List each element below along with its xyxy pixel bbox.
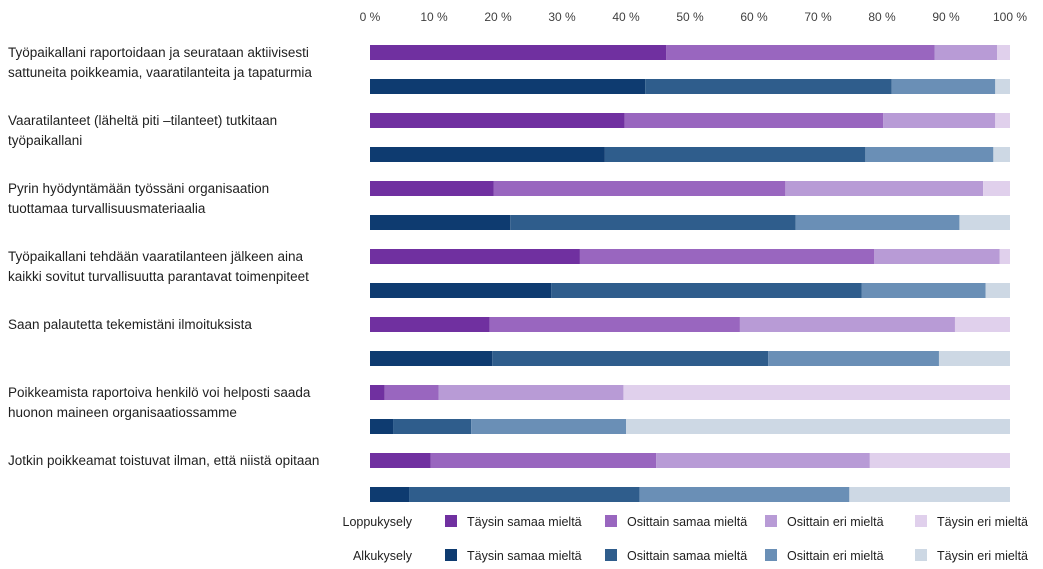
x-tick-label: 60 %: [740, 10, 768, 24]
bar-segment: [370, 283, 552, 298]
bar-segment: [370, 113, 625, 128]
bar-segment: [393, 419, 472, 434]
bar-segment: [370, 487, 410, 502]
bar-segment: [370, 79, 646, 94]
bar-segment: [430, 453, 657, 468]
legend-group-label: Loppukysely: [343, 515, 413, 529]
bar-segment: [438, 385, 624, 400]
legend-swatch: [765, 549, 777, 561]
category-label: Työpaikallani tehdään vaaratilanteen jäl…: [8, 249, 303, 264]
bar-segment: [849, 487, 1010, 502]
bar-segment: [493, 181, 786, 196]
category-label: Jotkin poikkeamat toistuvat ilman, että …: [8, 453, 319, 468]
legend-entry-label: Osittain eri mieltä: [787, 515, 884, 529]
bar-segment: [370, 147, 605, 162]
bar-segment: [959, 215, 1010, 230]
legend-swatch: [605, 549, 617, 561]
x-tick-label: 30 %: [548, 10, 576, 24]
bar-segment: [938, 351, 1010, 366]
legend-swatch: [765, 515, 777, 527]
bar-segment: [370, 385, 385, 400]
bar-segment: [985, 283, 1010, 298]
x-tick-label: 20 %: [484, 10, 512, 24]
bar-segment: [626, 419, 1010, 434]
category-label: sattuneita poikkeamia, vaaratilanteita j…: [8, 65, 312, 80]
bar-segment: [489, 317, 740, 332]
legend-entry-label: Täysin eri mieltä: [937, 549, 1028, 563]
x-tick-label: 100 %: [993, 10, 1027, 24]
bar-segment: [997, 45, 1010, 60]
bar-segment: [656, 453, 870, 468]
legend-entry-label: Osittain samaa mieltä: [627, 515, 747, 529]
bar-segment: [869, 453, 1010, 468]
legend-entry-label: Täysin samaa mieltä: [467, 515, 582, 529]
bar-segment: [370, 45, 667, 60]
bar-segment: [370, 351, 493, 366]
bar-segment: [983, 181, 1010, 196]
x-tick-label: 80 %: [868, 10, 896, 24]
category-label: tuottamaa turvallisuusmateriaalia: [8, 201, 206, 216]
x-tick-label: 50 %: [676, 10, 704, 24]
legend-swatch: [915, 549, 927, 561]
bar-segment: [995, 79, 1010, 94]
bar-segment: [891, 79, 996, 94]
bar-segment: [370, 215, 511, 230]
bar-segment: [409, 487, 640, 502]
bar-segment: [666, 45, 935, 60]
x-tick-label: 40 %: [612, 10, 640, 24]
bar-segment: [954, 317, 1010, 332]
bar-segment: [579, 249, 875, 264]
bar-segment: [624, 113, 884, 128]
bar-segment: [492, 351, 769, 366]
bar-segment: [623, 385, 1010, 400]
bar-segment: [639, 487, 850, 502]
bar-segment: [551, 283, 862, 298]
legend-entry-label: Täysin eri mieltä: [937, 515, 1028, 529]
category-label: Vaaratilanteet (läheltä piti –tilanteet)…: [8, 113, 277, 128]
bar-segment: [934, 45, 998, 60]
bar-segment: [883, 113, 996, 128]
bar-segment: [995, 113, 1010, 128]
x-tick-label: 70 %: [804, 10, 832, 24]
bar-segment: [370, 181, 494, 196]
category-label: työpaikallani: [8, 133, 82, 148]
bar-segment: [785, 181, 984, 196]
legend-group-label: Alkukysely: [353, 549, 413, 563]
bar-segment: [861, 283, 986, 298]
bar-segment: [384, 385, 439, 400]
bar-segment: [471, 419, 626, 434]
bar-segment: [865, 147, 994, 162]
bar-segment: [370, 249, 580, 264]
category-label: Työpaikallani raportoidaan ja seurataan …: [8, 45, 309, 60]
legend-swatch: [445, 549, 457, 561]
bar-segment: [370, 419, 394, 434]
legend-entry-label: Täysin samaa mieltä: [467, 549, 582, 563]
legend-swatch: [605, 515, 617, 527]
bar-segment: [370, 317, 490, 332]
bar-segment: [993, 147, 1010, 162]
bar-segment: [768, 351, 939, 366]
bar-segment: [645, 79, 892, 94]
category-label: Poikkeamista raportoiva henkilö voi help…: [8, 385, 311, 400]
x-tick-label: 90 %: [932, 10, 960, 24]
x-tick-label: 0 %: [360, 10, 381, 24]
bar-segment: [739, 317, 955, 332]
bar-segment: [604, 147, 866, 162]
bar-segment: [999, 249, 1010, 264]
legend-entry-label: Osittain eri mieltä: [787, 549, 884, 563]
bar-segment: [874, 249, 1000, 264]
bar-segment: [795, 215, 960, 230]
x-tick-label: 10 %: [420, 10, 448, 24]
legend-entry-label: Osittain samaa mieltä: [627, 549, 747, 563]
bar-segment: [370, 453, 431, 468]
bar-segment: [510, 215, 796, 230]
category-label: Saan palautetta tekemistäni ilmoituksist…: [8, 317, 252, 332]
category-label: Pyrin hyödyntämään työssäni organisaatio…: [8, 181, 269, 196]
legend-swatch: [445, 515, 457, 527]
category-label: huonon maineen organisaatiossamme: [8, 405, 237, 420]
category-label: kaikki sovitut turvallisuutta parantavat…: [8, 269, 309, 284]
legend-swatch: [915, 515, 927, 527]
